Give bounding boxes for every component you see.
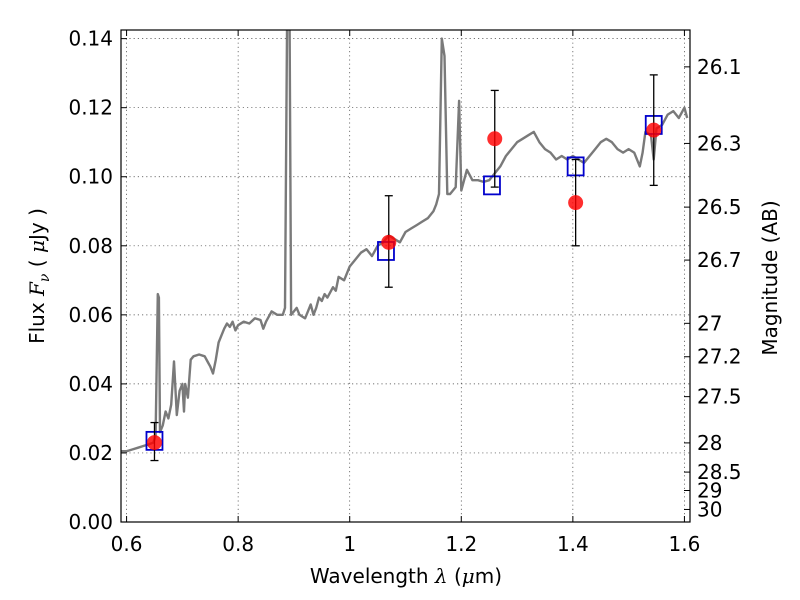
- right-tick-label: 27.5: [697, 385, 742, 409]
- y-tick-label: 0.06: [68, 303, 113, 327]
- y-tick-label: 0.10: [68, 165, 113, 189]
- y-axis-label-mu: μ: [25, 240, 49, 253]
- y-axis-label-unit: Jy ): [25, 208, 49, 242]
- y-axis-label-open: (: [25, 253, 49, 274]
- y-tick-label: 0.08: [68, 234, 113, 258]
- plot-frame: [120, 29, 691, 523]
- x-tick-label: 0.6: [111, 532, 143, 556]
- observed-layer: [146, 74, 662, 462]
- y-tick-label: 0.04: [68, 372, 113, 396]
- x-axis-label-paren: (: [448, 564, 462, 588]
- y-tick-labels: 0.00 0.02 0.04 0.06 0.08 0.10 0.12 0.14: [68, 27, 113, 534]
- x-tick-label: 0.8: [222, 532, 254, 556]
- y-axis-label-text: Flux: [25, 296, 49, 344]
- y-axis-label-F: F: [25, 281, 49, 297]
- y-axis-label: Flux Fν ( μJy ): [25, 208, 53, 344]
- right-tick-label: 26.7: [697, 248, 742, 272]
- observed-point: [646, 122, 662, 138]
- observed-point: [381, 234, 397, 250]
- right-tick-label: 27: [697, 311, 722, 335]
- observed-point: [146, 435, 162, 451]
- y-tick-label: 0.00: [68, 510, 113, 534]
- right-tick-label: 26.3: [697, 131, 742, 155]
- right-tick-label: 28: [697, 431, 722, 455]
- x-tick-label: 1.6: [669, 532, 701, 556]
- y-axis-label-nu: ν: [37, 273, 53, 282]
- x-axis-label-text: Wavelength: [310, 564, 435, 588]
- observed-point: [568, 195, 584, 211]
- right-tick-label: 28.5: [697, 460, 742, 484]
- right-tick-label: 26.5: [697, 195, 742, 219]
- x-tick-label: 1.4: [557, 532, 589, 556]
- right-tick-label: 26.1: [697, 55, 742, 79]
- x-tick-label: 1: [343, 532, 356, 556]
- x-axis-label-mu: μ: [462, 564, 475, 588]
- x-axis-label-lambda: λ: [434, 564, 448, 588]
- right-tick-label: 29: [697, 479, 722, 503]
- x-axis-label: Wavelength λ (μm): [310, 564, 502, 588]
- right-tick-label: 27.2: [697, 345, 742, 369]
- observed-point: [487, 131, 503, 147]
- model-point: [483, 175, 501, 196]
- x-axis-label-unit: m): [475, 564, 502, 588]
- y-tick-label: 0.14: [68, 27, 113, 51]
- x-tick-labels: 0.6 0.8 1 1.2 1.4 1.6: [111, 532, 701, 556]
- right-tick-label: 30: [697, 497, 722, 521]
- x-tick-label: 1.2: [445, 532, 477, 556]
- right-axis-label: Magnitude (AB): [758, 200, 782, 355]
- y-tick-label: 0.02: [68, 441, 113, 465]
- y-tick-label: 0.12: [68, 96, 113, 120]
- ticks-layer: [121, 30, 690, 523]
